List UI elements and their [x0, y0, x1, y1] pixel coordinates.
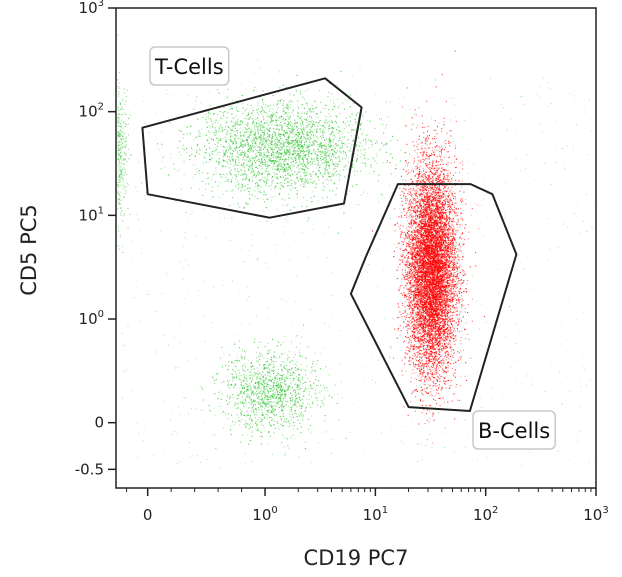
x-tick-label: 102: [473, 505, 498, 524]
gate-label-t-cells: T-Cells: [149, 46, 230, 86]
y-axis-title: CD5 PC5: [17, 204, 41, 296]
y-tick-label: 0: [94, 414, 104, 432]
population-dots-3: [201, 315, 347, 456]
gate-label-b-cells: B-Cells: [472, 410, 556, 450]
background-dots: [118, 68, 595, 469]
y-tick-label: 103: [79, 0, 104, 17]
y-tick-label: 102: [79, 102, 104, 121]
x-tick-label: 103: [583, 505, 608, 524]
y-tick-label: -0.5: [75, 460, 104, 478]
population-dots-1: [141, 59, 417, 261]
gate-layer: T-Cells B-Cells: [141, 46, 556, 450]
y-tick-label: 100: [79, 309, 104, 328]
event-points: [117, 34, 595, 469]
x-tick-label: 100: [252, 505, 277, 524]
x-axis-title: CD19 PC7: [304, 546, 409, 570]
edge-dots: [117, 34, 132, 254]
y-axis: -0.5 0 100 101 102 103: [75, 0, 116, 478]
gate-polygon-b-cells[interactable]: [349, 183, 518, 412]
y-tick-label: 101: [79, 205, 104, 224]
population-dots-2: [372, 50, 485, 445]
plot-frame: [115, 7, 597, 489]
x-tick-label: 101: [363, 505, 388, 524]
gate-polygon-t-cells[interactable]: [141, 77, 363, 219]
x-axis: 0 100 101 102 103: [126, 488, 609, 524]
x-tick-label: 0: [143, 506, 153, 524]
